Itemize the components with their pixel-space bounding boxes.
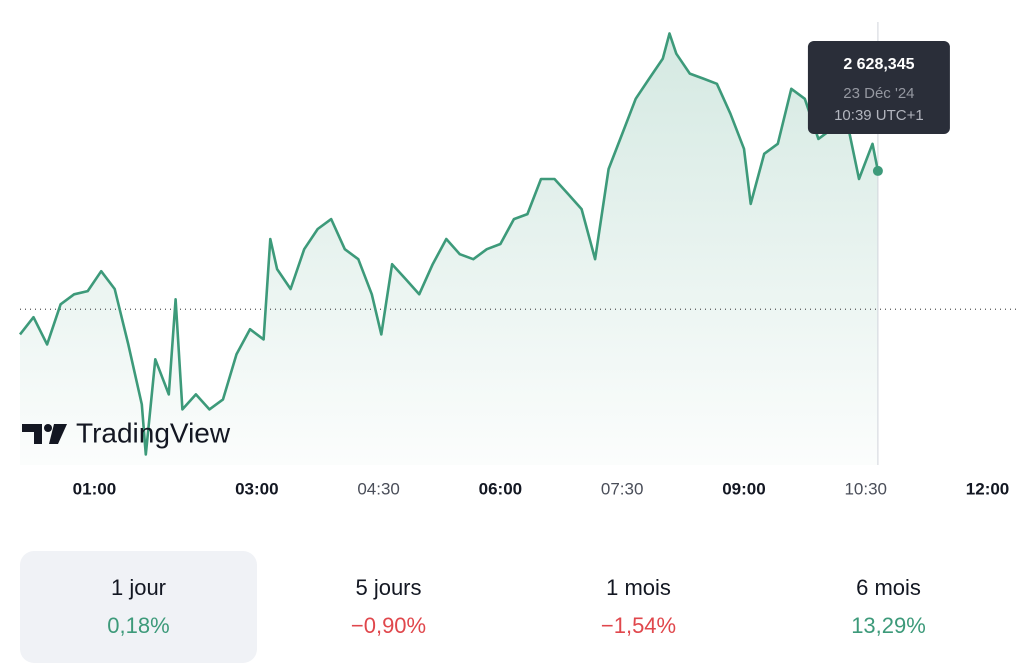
x-tick-label: 06:00 [479,479,522,498]
x-tick-label: 09:00 [722,479,765,498]
price-line [18,32,880,456]
x-tick-label: 01:00 [73,479,116,498]
tooltip-date: 23 Déc '24 [843,85,914,102]
period-label: 1 mois [606,575,671,600]
period-change: 0,18% [107,613,170,638]
tooltip-value: 2 628,345 [843,56,914,73]
period-change: 13,29% [851,613,926,638]
last-point [872,165,883,176]
period-tab[interactable]: 6 mois 13,29% [770,551,1007,663]
period-tab[interactable]: 1 mois −1,54% [520,551,757,663]
tooltip-box [807,41,950,134]
watermark: TradingView [76,417,231,448]
x-tick-label: 10:30 [844,479,887,498]
period-change: −0,90% [350,613,427,638]
period-tab[interactable]: 5 jours −0,90% [270,551,507,663]
period-label: 5 jours [355,575,422,600]
area [20,33,878,465]
tooltip-time: 10:39 UTC+1 [834,107,924,124]
watermark-logo [22,424,67,444]
x-tick-label: 03:00 [235,479,278,498]
period-label: 6 mois [856,575,921,600]
period-tabs: 1 jour 0,18% 5 jours −0,90% 1 mois −1,54% 6 mo… [20,551,1020,663]
period-tab[interactable]: 1 jour 0,18% [20,551,257,663]
period-label: 1 jour [110,575,167,600]
x-tick-label: 07:30 [601,479,644,498]
x-tick-label: 12:00 [966,479,1009,498]
plot: 2 628,345 23 Déc '24 10:39 UTC+1 [18,22,1020,465]
chart: 2 628,345 23 Déc '24 10:39 UTC+1 TradingVi… [18,22,1020,498]
x-tick-label: 04:30 [357,479,400,498]
period-change: −1,54% [600,613,677,638]
